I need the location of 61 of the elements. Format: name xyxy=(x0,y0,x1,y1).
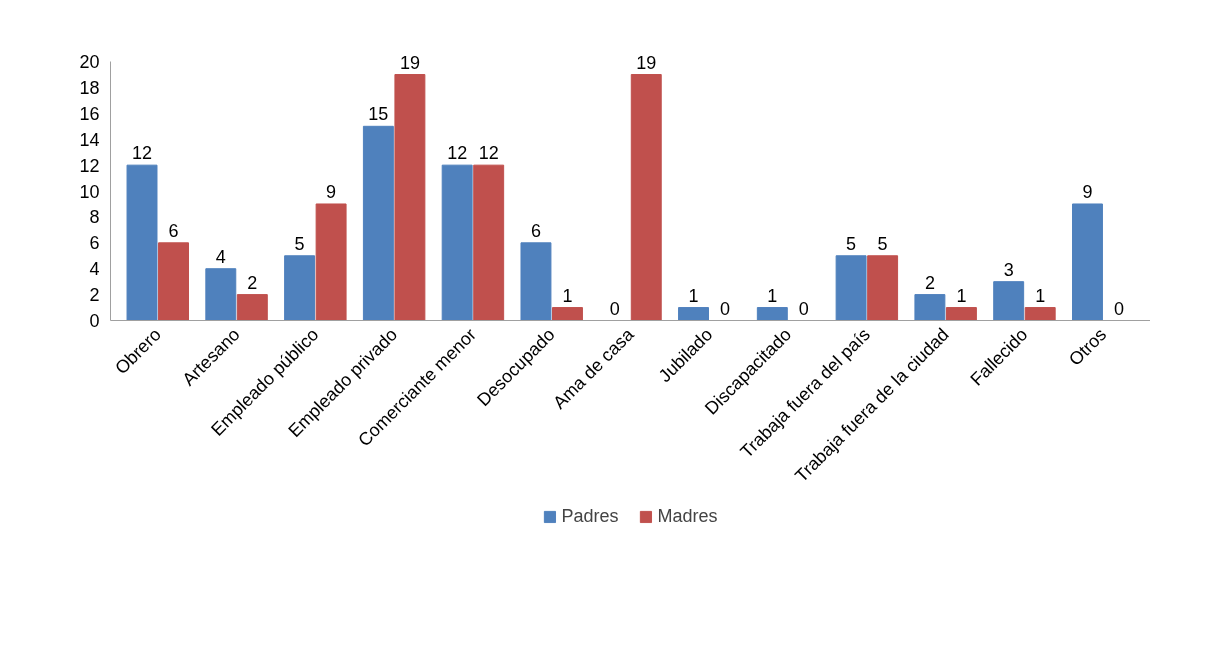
y-tick-label: 2 xyxy=(89,285,100,306)
data-label: 12 xyxy=(447,143,468,164)
bar xyxy=(284,255,316,321)
data-label: 0 xyxy=(720,298,731,319)
data-label: 5 xyxy=(877,233,888,254)
data-label: 3 xyxy=(1003,259,1014,280)
bar xyxy=(126,164,158,321)
data-label: 1 xyxy=(1035,285,1046,306)
data-label: 15 xyxy=(368,104,389,125)
y-tick-label: 10 xyxy=(79,181,100,202)
data-label: 5 xyxy=(294,233,305,254)
data-label: 4 xyxy=(215,246,226,267)
data-label: 1 xyxy=(956,285,967,306)
data-label: 19 xyxy=(399,52,420,73)
y-tick-label: 20 xyxy=(79,52,100,73)
legend-label: Madres xyxy=(657,505,718,527)
y-tick-label: 0 xyxy=(89,311,100,331)
data-label: 6 xyxy=(530,220,541,241)
bar xyxy=(630,74,662,321)
y-tick-label: 18 xyxy=(79,77,100,98)
data-label: 1 xyxy=(562,285,573,306)
y-tick-label: 6 xyxy=(89,233,100,254)
legend-label: Padres xyxy=(561,505,619,527)
data-label: 1 xyxy=(767,285,778,306)
data-label: 19 xyxy=(636,52,657,73)
y-tick-label: 16 xyxy=(79,103,100,124)
data-label: 0 xyxy=(609,298,620,319)
data-label: 12 xyxy=(478,143,499,164)
bar xyxy=(158,242,189,321)
bar xyxy=(394,74,426,321)
y-tick-label: 4 xyxy=(89,259,100,280)
y-tick-label: 14 xyxy=(79,129,100,150)
data-label: 9 xyxy=(1082,181,1093,202)
data-label: 2 xyxy=(924,272,935,293)
bar xyxy=(441,164,473,321)
bar xyxy=(1072,203,1103,321)
data-label: 12 xyxy=(132,143,153,164)
y-tick-label: 12 xyxy=(79,155,100,176)
bar xyxy=(756,307,788,321)
y-tick-label: 8 xyxy=(89,207,100,228)
data-label: 1 xyxy=(688,285,699,306)
bar xyxy=(473,164,505,321)
bar xyxy=(835,255,867,321)
data-label: 9 xyxy=(326,181,337,202)
bar xyxy=(362,125,394,321)
bar xyxy=(315,203,347,321)
data-label: 0 xyxy=(1113,298,1124,319)
bar xyxy=(236,294,268,321)
data-label: 2 xyxy=(247,272,258,293)
bar xyxy=(205,268,237,321)
bar xyxy=(520,242,552,321)
bar xyxy=(945,307,977,321)
bar xyxy=(914,294,946,321)
bar xyxy=(993,281,1025,321)
data-label: 5 xyxy=(846,233,857,254)
bar xyxy=(552,307,583,321)
data-label: 0 xyxy=(798,298,809,319)
bar xyxy=(867,255,899,321)
data-label: 6 xyxy=(168,220,179,241)
bar xyxy=(1024,307,1056,321)
bar xyxy=(678,307,709,321)
